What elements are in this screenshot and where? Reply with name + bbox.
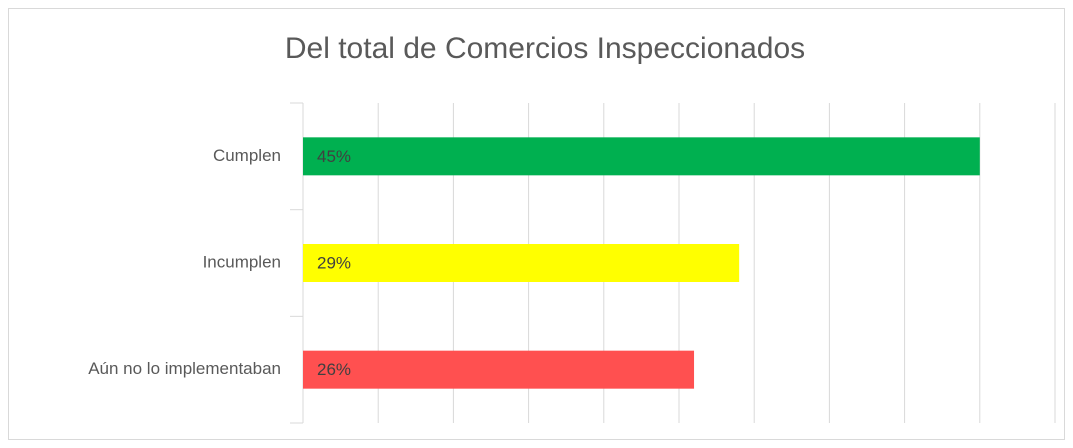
- data-label: 26%: [317, 360, 351, 379]
- data-label: 29%: [317, 253, 351, 272]
- chart-title: Del total de Comercios Inspeccionados: [285, 32, 805, 65]
- y-tick-label: Cumplen: [213, 146, 281, 165]
- y-tick-label: Incumplen: [203, 252, 281, 271]
- bar: [303, 244, 740, 282]
- bar: [303, 137, 980, 176]
- y-tick-label: Aún no lo implementaban: [88, 359, 281, 378]
- data-label: 45%: [317, 147, 351, 166]
- bar: [303, 350, 695, 389]
